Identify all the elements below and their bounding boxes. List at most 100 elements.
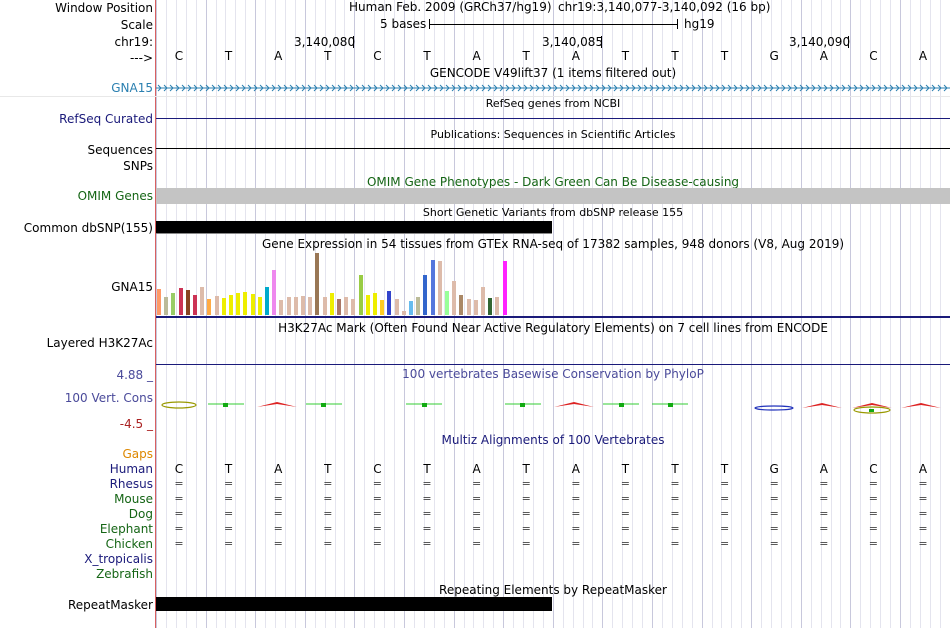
repeatmasker-feature-bar[interactable] (156, 597, 552, 611)
refseq-gene-line[interactable] (156, 118, 950, 119)
gtex-tissue-bar[interactable] (243, 292, 248, 315)
strand-chevron (499, 84, 504, 92)
multiz-species-label[interactable]: Human (109, 462, 153, 476)
gtex-gene-line[interactable] (156, 316, 950, 318)
position-readout[interactable]: chr19:3,140,077-3,140,092 (16 bp) (558, 0, 771, 14)
alignment-match: = (719, 537, 730, 550)
alignment-match: = (273, 507, 283, 520)
gtex-tissue-bar[interactable] (481, 287, 485, 315)
gtex-tissue-bar[interactable] (221, 298, 226, 315)
gtex-tissue-bar[interactable] (344, 297, 349, 315)
gtex-tissue-bar[interactable] (437, 261, 442, 315)
gtex-tissue-bar[interactable] (265, 287, 269, 315)
multiz-species-label[interactable]: Mouse (114, 492, 153, 506)
gtex-tissue-bar[interactable] (308, 297, 313, 315)
gtex-tissue-bar[interactable] (301, 296, 305, 315)
gtex-tissue-bar[interactable] (488, 298, 493, 315)
omim-label[interactable]: OMIM Genes (77, 189, 153, 203)
gtex-tissue-bar[interactable] (394, 299, 399, 315)
publications-label[interactable]: Sequences (87, 143, 153, 157)
alignment-match: = (620, 522, 630, 535)
gtex-tissue-bar[interactable] (502, 261, 507, 315)
gtex-tissue-bar[interactable] (387, 291, 392, 315)
gtex-tissue-bar[interactable] (380, 300, 385, 315)
strand-chevron (529, 84, 534, 92)
alignment-match: = (819, 507, 829, 520)
gtex-tissue-bar[interactable] (200, 287, 205, 315)
gtex-tissue-bar[interactable] (466, 299, 471, 315)
gtex-tissue-bar[interactable] (193, 295, 197, 315)
gtex-tissue-bar[interactable] (279, 300, 284, 315)
gtex-tissue-bar[interactable] (236, 293, 241, 315)
gtex-tissue-bar[interactable] (373, 293, 377, 315)
strand-chevron (937, 84, 942, 92)
cons-logo-track[interactable] (156, 396, 950, 418)
gtex-tissue-bar[interactable] (337, 299, 341, 315)
gtex-tissue-bar[interactable] (185, 290, 190, 315)
gtex-label[interactable]: GNA15 (111, 280, 153, 294)
gtex-tissue-bar[interactable] (171, 293, 176, 315)
alignment-match: = (769, 492, 779, 505)
refseq-label[interactable]: RefSeq Curated (59, 112, 153, 126)
gtex-tissue-bar[interactable] (214, 296, 219, 315)
cons-label[interactable]: 100 Vert. Cons (64, 391, 153, 405)
gtex-tissue-bar[interactable] (401, 311, 406, 315)
omim-feature-bar[interactable] (156, 188, 950, 204)
gtex-tissue-bar[interactable] (416, 297, 421, 315)
snps-label[interactable]: SNPs (123, 159, 153, 173)
gtex-tissue-bar[interactable] (157, 289, 161, 315)
dbsnp-label[interactable]: Common dbSNP(155) (23, 221, 153, 235)
dbsnp-feature-bar[interactable] (156, 221, 552, 234)
h3k27ac-label[interactable]: Layered H3K27Ac (46, 336, 153, 350)
gencode-gene-feature[interactable] (156, 82, 950, 94)
gtex-tissue-bar[interactable] (459, 295, 464, 315)
multiz-species-label[interactable]: Elephant (99, 522, 153, 536)
gtex-tissue-bar[interactable] (272, 270, 277, 315)
alignment-match: = (620, 492, 630, 505)
strand-chevron (523, 84, 528, 92)
gtex-tissue-bar[interactable] (409, 301, 413, 315)
gtex-tissue-bar[interactable] (257, 297, 262, 315)
coord-3-tick (848, 36, 849, 48)
repeatmasker-label[interactable]: RepeatMasker (67, 598, 153, 612)
strand-chevron (913, 84, 918, 92)
multiz-species-label[interactable]: Dog (128, 507, 153, 521)
multiz-species-label[interactable]: Chicken (105, 537, 153, 551)
multiz-gaps-label[interactable]: Gaps (122, 447, 153, 461)
alignment-match: = (868, 477, 878, 490)
gtex-bar-chart[interactable] (156, 252, 550, 315)
strand-chevron (757, 84, 762, 92)
gtex-tissue-bar[interactable] (358, 275, 363, 315)
gencode-label[interactable]: GNA15 (111, 81, 153, 95)
gtex-tissue-bar[interactable] (430, 260, 435, 315)
publications-feature-line[interactable] (156, 148, 950, 149)
multiz-species-label[interactable]: Rhesus (109, 477, 153, 491)
gtex-tissue-bar[interactable] (473, 300, 478, 315)
base-letter: A (918, 49, 928, 63)
strand-chevron (433, 84, 438, 92)
multiz-species-label[interactable]: Zebrafish (96, 567, 153, 581)
gtex-tissue-bar[interactable] (164, 297, 169, 315)
gtex-tissue-bar[interactable] (286, 297, 291, 315)
gtex-tissue-bar[interactable] (229, 295, 233, 315)
gtex-tissue-bar[interactable] (293, 297, 298, 315)
gtex-tissue-bar[interactable] (329, 293, 334, 315)
gtex-tissue-bar[interactable] (207, 299, 212, 315)
gtex-tissue-bar[interactable] (315, 253, 320, 315)
gtex-tissue-bar[interactable] (495, 297, 500, 315)
gtex-tissue-bar[interactable] (445, 291, 449, 315)
gtex-tissue-bar[interactable] (351, 299, 356, 315)
strand-chevron (565, 84, 570, 92)
gtex-tissue-bar[interactable] (178, 288, 183, 315)
gtex-tissue-bar[interactable] (452, 281, 457, 315)
strand-chevron (895, 84, 900, 92)
gtex-tissue-bar[interactable] (322, 297, 327, 315)
alignment-match: = (471, 492, 482, 505)
multiz-species-label[interactable]: X_tropicalis (84, 552, 153, 566)
gtex-tissue-bar[interactable] (250, 294, 255, 315)
strand-chevron (355, 84, 360, 92)
gtex-tissue-bar[interactable] (365, 295, 370, 315)
base-letter: T (324, 49, 332, 63)
gtex-tissue-bar[interactable] (423, 275, 428, 315)
strand-chevron (379, 84, 384, 92)
